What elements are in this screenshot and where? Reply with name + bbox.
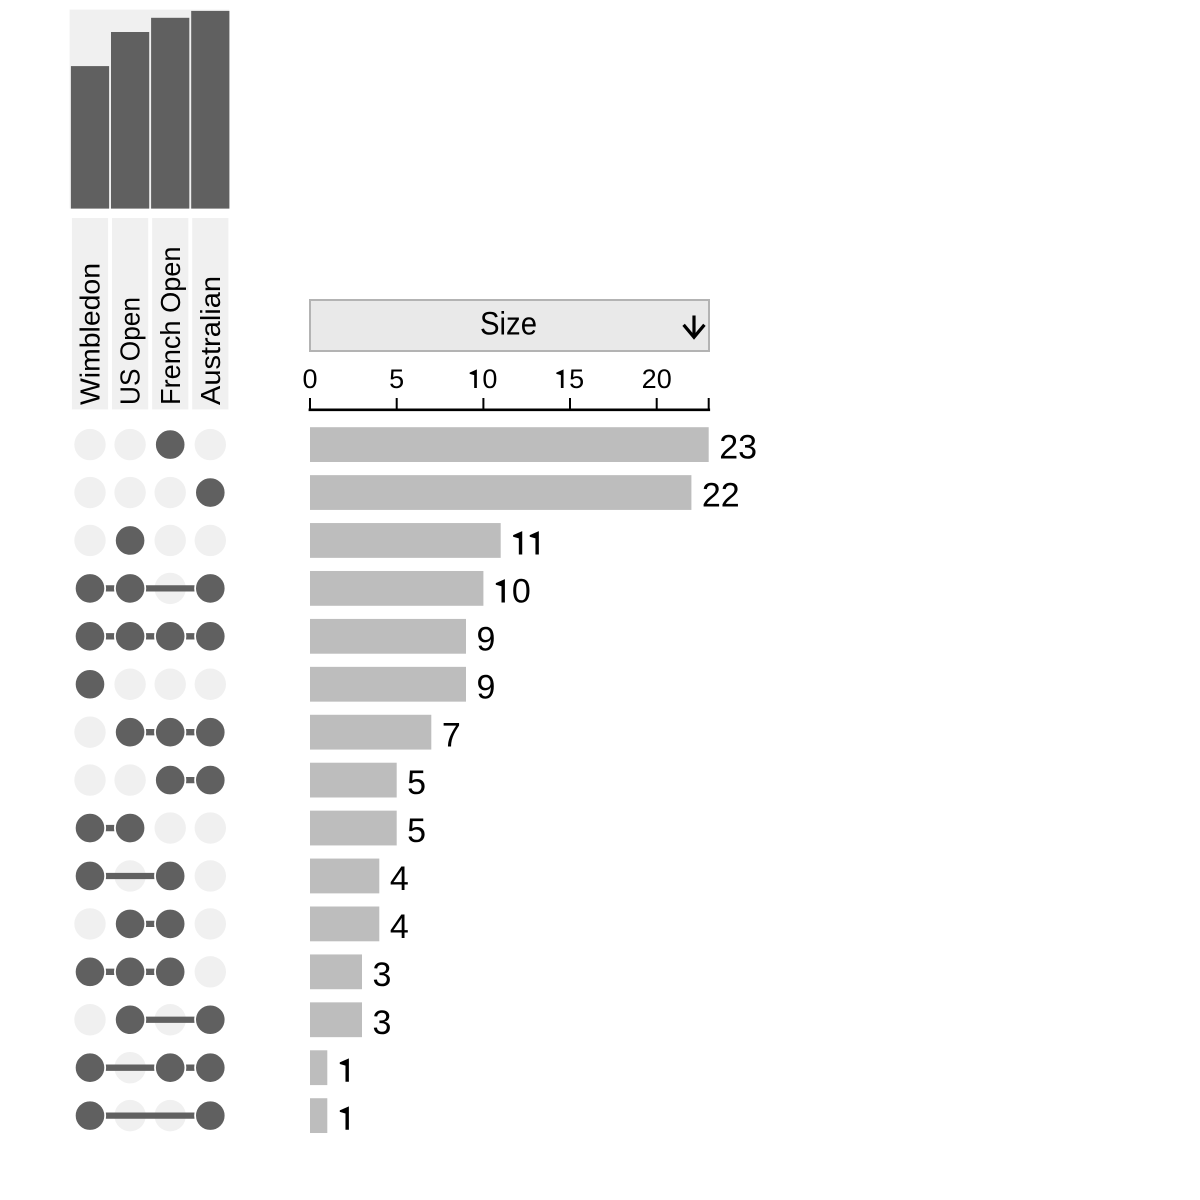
svg-text:US Open: US Open xyxy=(115,297,146,405)
svg-text:4: 4 xyxy=(390,860,409,898)
svg-text:5: 5 xyxy=(389,364,404,394)
svg-text:3: 3 xyxy=(373,956,392,994)
svg-text:9: 9 xyxy=(477,668,496,706)
svg-text:Size: Size xyxy=(480,306,537,342)
svg-text:French Open: French Open xyxy=(155,247,186,406)
svg-text:5: 5 xyxy=(407,764,426,802)
svg-text:20: 20 xyxy=(642,364,672,394)
svg-text:7: 7 xyxy=(442,716,461,754)
svg-text:23: 23 xyxy=(719,429,757,467)
svg-text:22: 22 xyxy=(702,477,740,515)
svg-text:Wimbledon: Wimbledon xyxy=(75,263,106,405)
svg-text:5: 5 xyxy=(569,364,584,394)
svg-text:0: 0 xyxy=(482,364,497,394)
svg-text:Australian: Australian xyxy=(195,276,226,405)
svg-text:4: 4 xyxy=(390,908,409,946)
svg-text:0: 0 xyxy=(512,572,531,610)
svg-text:9: 9 xyxy=(477,620,496,658)
svg-text:5: 5 xyxy=(407,812,426,850)
svg-text:3: 3 xyxy=(373,1004,392,1042)
svg-text:0: 0 xyxy=(302,364,317,394)
